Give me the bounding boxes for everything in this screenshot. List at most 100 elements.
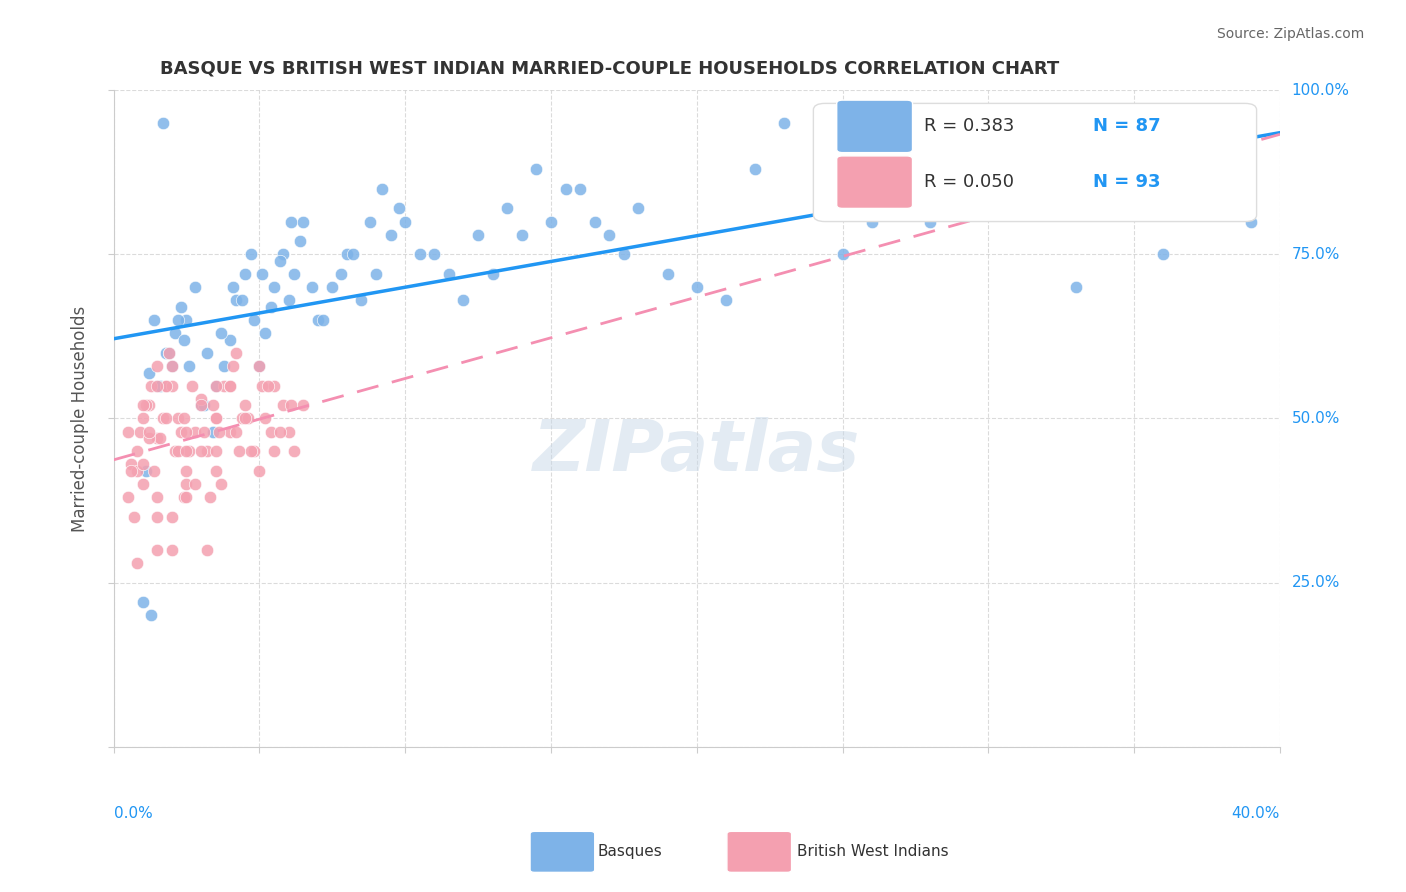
Text: 50.0%: 50.0% — [1292, 411, 1340, 426]
Point — [193, 425, 215, 439]
Point — [143, 313, 166, 327]
Point — [195, 542, 218, 557]
Point — [336, 247, 359, 261]
Point — [271, 398, 294, 412]
Point — [307, 313, 329, 327]
Text: R = 0.383: R = 0.383 — [924, 118, 1015, 136]
Point — [204, 411, 226, 425]
Point — [184, 477, 207, 491]
Point — [239, 444, 262, 458]
Point — [173, 490, 195, 504]
Point — [225, 425, 247, 439]
Point — [207, 425, 229, 439]
Point — [176, 464, 198, 478]
Point — [312, 313, 335, 327]
Point — [269, 254, 291, 268]
Point — [146, 378, 169, 392]
Point — [247, 359, 270, 373]
Point — [190, 444, 212, 458]
Point — [219, 333, 242, 347]
Point — [131, 595, 153, 609]
Point — [195, 346, 218, 360]
Point — [131, 477, 153, 491]
Point — [254, 326, 277, 340]
Point — [173, 333, 195, 347]
Point — [222, 359, 245, 373]
Point — [394, 214, 416, 228]
Point — [131, 398, 153, 412]
Text: R = 0.050: R = 0.050 — [924, 173, 1014, 191]
Point — [283, 444, 305, 458]
Point — [359, 214, 381, 228]
Point — [496, 202, 519, 216]
Point — [179, 444, 201, 458]
Point — [209, 326, 232, 340]
Point — [257, 378, 280, 392]
Point — [122, 510, 145, 524]
Point — [138, 366, 160, 380]
Point — [125, 556, 148, 570]
Point — [247, 359, 270, 373]
Point — [977, 182, 1000, 196]
Point — [131, 458, 153, 472]
Point — [204, 411, 226, 425]
Point — [160, 359, 183, 373]
Point — [409, 247, 432, 261]
Point — [222, 280, 245, 294]
Point — [131, 411, 153, 425]
Text: 25.0%: 25.0% — [1292, 575, 1340, 591]
Point — [437, 267, 460, 281]
Point — [292, 398, 315, 412]
Point — [184, 280, 207, 294]
Point — [524, 162, 547, 177]
Point — [176, 313, 198, 327]
Point — [176, 490, 198, 504]
Point — [233, 411, 256, 425]
Point — [280, 398, 302, 412]
Text: 0.0%: 0.0% — [114, 805, 152, 821]
Point — [141, 378, 163, 392]
Point — [254, 411, 277, 425]
Point — [149, 378, 172, 392]
Point — [301, 280, 323, 294]
Point — [169, 425, 191, 439]
Point — [209, 477, 232, 491]
Point — [330, 267, 353, 281]
Point — [176, 425, 198, 439]
Point — [277, 293, 299, 308]
Point — [128, 425, 150, 439]
Point — [138, 398, 160, 412]
Point — [686, 280, 709, 294]
Point — [260, 300, 283, 314]
Point — [125, 464, 148, 478]
Point — [195, 444, 218, 458]
Point — [201, 398, 224, 412]
Text: Source: ZipAtlas.com: Source: ZipAtlas.com — [1216, 27, 1364, 41]
Point — [190, 398, 212, 412]
Point — [292, 214, 315, 228]
Point — [481, 267, 503, 281]
Point — [233, 267, 256, 281]
Point — [540, 214, 562, 228]
Point — [117, 425, 139, 439]
Point — [166, 444, 188, 458]
Point — [176, 444, 198, 458]
Text: British West Indians: British West Indians — [797, 845, 949, 859]
Point — [260, 425, 283, 439]
Point — [160, 510, 183, 524]
FancyBboxPatch shape — [837, 156, 912, 209]
Point — [201, 425, 224, 439]
Point — [423, 247, 446, 261]
Point — [371, 182, 394, 196]
Point — [146, 431, 169, 445]
Text: 40.0%: 40.0% — [1232, 805, 1279, 821]
Point — [860, 214, 883, 228]
Point — [138, 425, 160, 439]
Point — [141, 608, 163, 623]
Point — [135, 398, 157, 412]
Text: BASQUE VS BRITISH WEST INDIAN MARRIED-COUPLE HOUSEHOLDS CORRELATION CHART: BASQUE VS BRITISH WEST INDIAN MARRIED-CO… — [160, 60, 1060, 78]
Point — [554, 182, 576, 196]
Point — [169, 300, 191, 314]
Point — [228, 444, 250, 458]
Point — [948, 182, 970, 196]
